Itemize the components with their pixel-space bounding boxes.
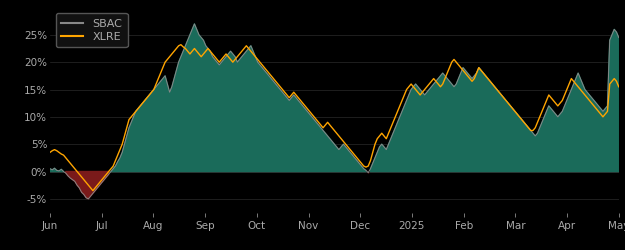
- Legend: SBAC, XLRE: SBAC, XLRE: [56, 13, 128, 48]
